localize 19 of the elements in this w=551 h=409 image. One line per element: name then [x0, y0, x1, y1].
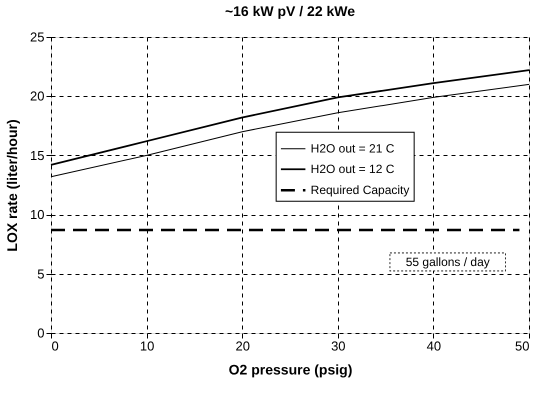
x-tick-label: 20 [235, 338, 250, 354]
y-tick-label: 15 [30, 148, 44, 163]
legend-label: H2O out = 21 C [310, 142, 395, 156]
chart-title: ~16 kW pV / 22 kWe [224, 3, 356, 19]
y-tick-label: 10 [30, 207, 44, 222]
x-tick-label: 50 [515, 338, 530, 354]
annotation: 55 gallons / day [406, 254, 490, 269]
y-tick-label: 0 [37, 326, 44, 340]
x-axis-title: O2 pressure (psig) [228, 362, 352, 378]
x-tick-label: 30 [331, 338, 346, 354]
x-tick-label: 40 [426, 338, 442, 354]
y-tick-label: 20 [30, 88, 44, 104]
legend-label: H2O out = 12 C [310, 162, 395, 176]
legend-label: Required Capacity [310, 183, 410, 198]
y-axis-title: LOX rate (liter/hour) [4, 119, 20, 252]
x-tick-label: 10 [140, 338, 154, 354]
y-tick-label: 25 [30, 30, 44, 44]
y-tick-label: 5 [37, 266, 44, 282]
x-tick-label: 0 [52, 338, 59, 354]
